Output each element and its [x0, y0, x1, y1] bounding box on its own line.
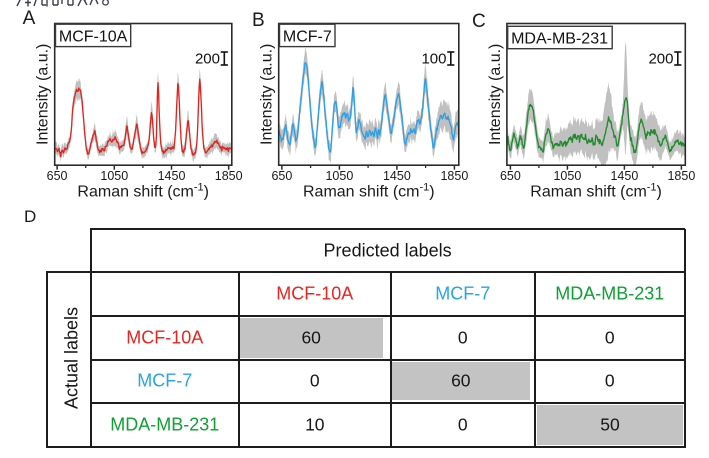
svg-text:Intensity (a.u.): Intensity (a.u.) — [259, 44, 276, 145]
svg-text:Raman shift (cm-1): Raman shift (cm-1) — [303, 182, 435, 201]
svg-text:1850: 1850 — [440, 169, 468, 183]
svg-text:650: 650 — [271, 169, 292, 183]
svg-text:Intensity (a.u.): Intensity (a.u.) — [487, 44, 504, 145]
svg-text:200: 200 — [648, 51, 673, 68]
svg-text:200: 200 — [195, 51, 220, 68]
svg-text:1050: 1050 — [325, 169, 353, 183]
svg-text:1850: 1850 — [215, 169, 243, 183]
svg-text:1850: 1850 — [667, 169, 695, 183]
svg-text:1050: 1050 — [553, 169, 581, 183]
svg-text:1450: 1450 — [158, 169, 186, 183]
svg-text:MDA-MB-231: MDA-MB-231 — [511, 31, 608, 48]
svg-text:MCF-10A: MCF-10A — [59, 28, 128, 45]
svg-text:Raman shift (cm-1): Raman shift (cm-1) — [530, 182, 662, 201]
svg-text:650: 650 — [500, 169, 521, 183]
svg-text:1050: 1050 — [100, 169, 128, 183]
svg-text:1450: 1450 — [610, 169, 638, 183]
svg-text:Intensity (a.u.): Intensity (a.u.) — [35, 44, 52, 145]
svg-text:MCF-7: MCF-7 — [283, 28, 332, 45]
svg-text:650: 650 — [47, 169, 68, 183]
svg-text:100: 100 — [421, 51, 446, 68]
svg-text:1450: 1450 — [383, 169, 411, 183]
svg-text:Raman shift (cm-1): Raman shift (cm-1) — [77, 182, 209, 201]
